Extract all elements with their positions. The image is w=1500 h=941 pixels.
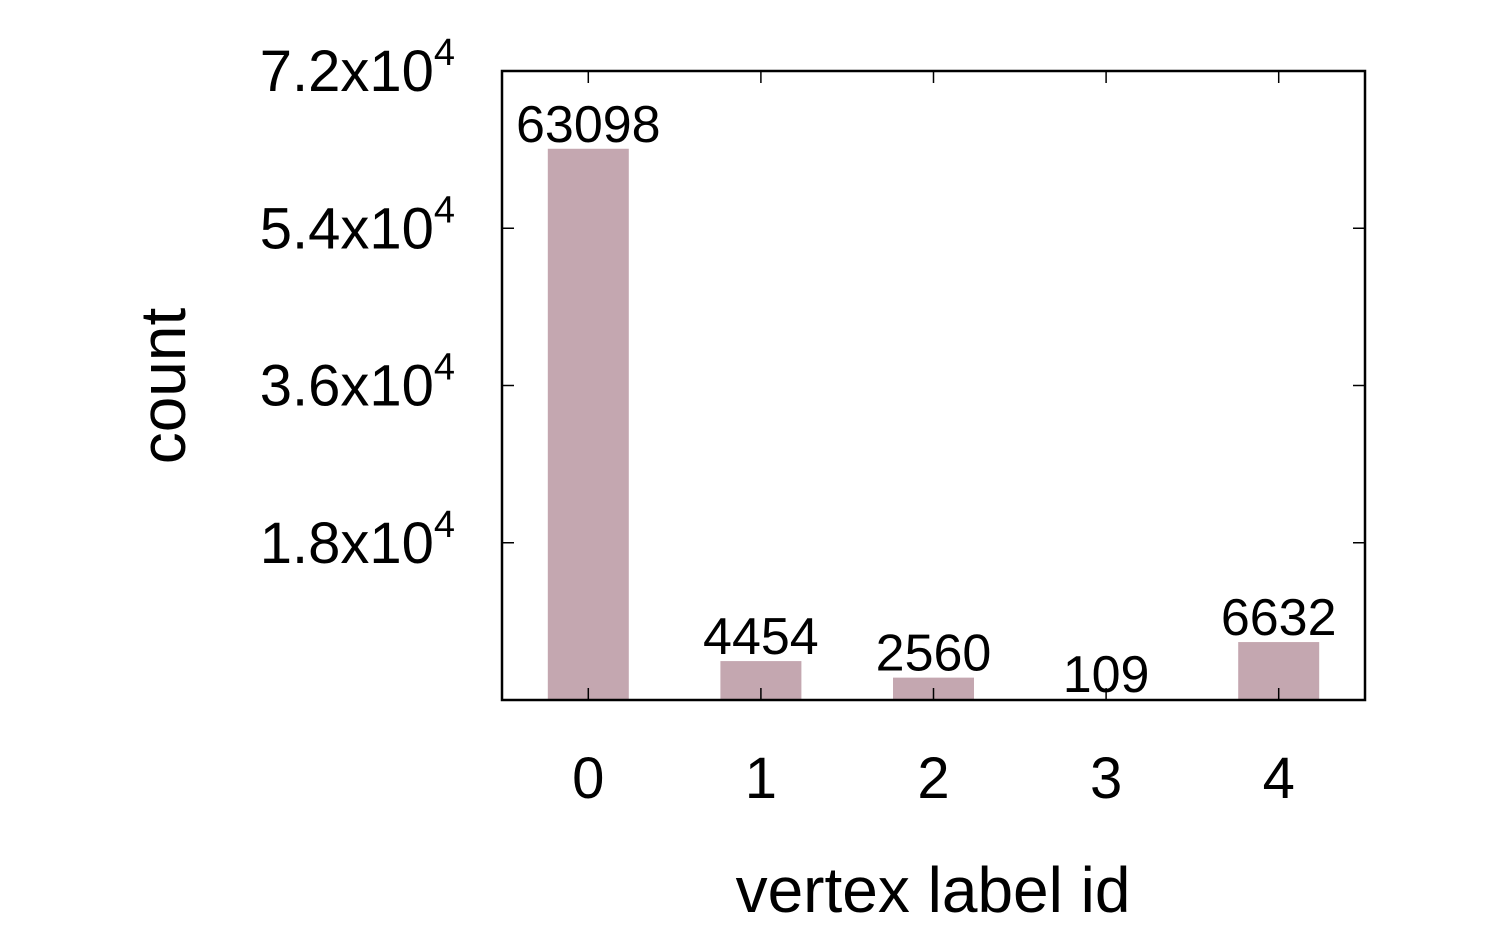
x-axis-ticks: 0 1 2 3 4: [572, 71, 1295, 811]
y-tick-label: 3.6x104: [260, 347, 455, 419]
y-tick-mantissa: 1.8x10: [260, 511, 434, 576]
x-tick-label-4: 4: [1263, 746, 1295, 811]
y-axis-title: count: [127, 308, 199, 465]
y-tick-exponent: 4: [434, 189, 455, 231]
y-tick-mantissa: 7.2x10: [260, 39, 434, 104]
y-tick-mantissa: 5.4x10: [260, 196, 434, 261]
data-label-1: 4454: [703, 608, 819, 666]
x-axis-title: vertex label id: [736, 854, 1131, 926]
bars: [547, 148, 1320, 700]
data-label-4: 6632: [1221, 589, 1337, 647]
y-tick-label: 1.8x104: [260, 504, 455, 576]
bar-0: [547, 148, 629, 700]
x-tick-label-0: 0: [572, 746, 604, 811]
y-tick-exponent: 4: [434, 32, 455, 74]
y-tick-mantissa: 3.6x10: [260, 354, 434, 419]
x-tick-label-1: 1: [745, 746, 777, 811]
data-label-2: 2560: [876, 625, 992, 683]
y-tick-label: 5.4x104: [260, 189, 455, 261]
y-tick-exponent: 4: [434, 504, 455, 546]
y-tick-exponent: 4: [434, 347, 455, 389]
data-label-0: 63098: [516, 96, 661, 154]
y-tick-label: 7.2x104: [260, 32, 455, 104]
x-tick-label-3: 3: [1090, 746, 1122, 811]
x-tick-label-2: 2: [917, 746, 949, 811]
